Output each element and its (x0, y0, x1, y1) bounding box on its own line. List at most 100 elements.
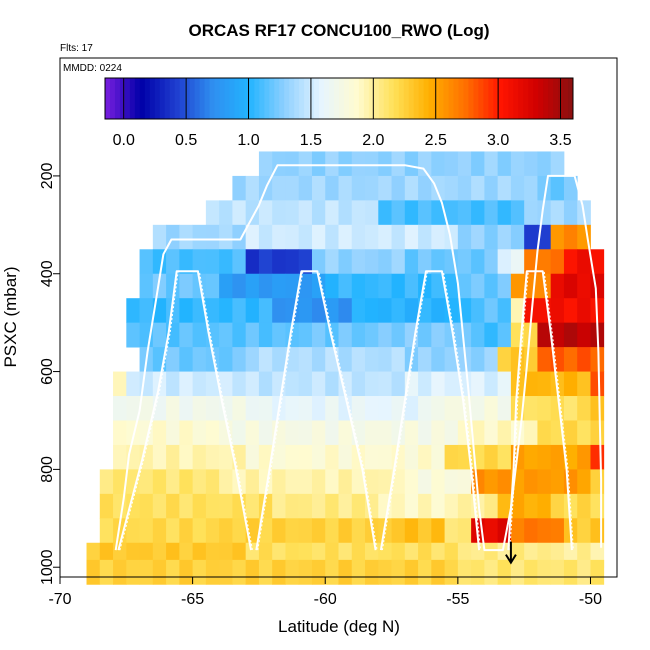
colorbar-swatch (363, 78, 370, 119)
heatmap-cell (245, 371, 260, 397)
heatmap-cell (563, 347, 578, 372)
heatmap-cell (444, 371, 459, 397)
heatmap-cell (245, 347, 260, 372)
heatmap-cell (351, 224, 366, 250)
heatmap-cell (245, 559, 260, 585)
heatmap-cell (590, 444, 605, 470)
heatmap-cell (577, 559, 591, 585)
heatmap-cell (258, 298, 273, 324)
heatmap-cell (311, 559, 326, 585)
colorbar-swatch (229, 78, 235, 119)
heatmap-cell (351, 493, 366, 519)
colorbar-swatch (453, 78, 459, 119)
heatmap-cell (577, 444, 591, 470)
heatmap-cell (311, 151, 326, 177)
x-tick-label: -60 (314, 591, 337, 608)
heatmap-cell (219, 322, 233, 348)
heatmap-cell (590, 559, 605, 585)
heatmap-cell (378, 175, 392, 201)
heatmap-cell (537, 493, 552, 519)
colorbar-swatch (433, 78, 440, 119)
colorbar-swatch (194, 78, 201, 119)
heatmap-cell (219, 298, 233, 324)
heatmap-cell (537, 371, 552, 397)
heatmap-cell (126, 559, 140, 585)
heatmap-cell (166, 396, 180, 421)
heatmap-cell (311, 322, 326, 348)
heatmap-cell (285, 224, 300, 250)
heatmap-cell (484, 396, 499, 421)
colorbar-swatch (224, 78, 230, 119)
heatmap-cell (245, 224, 260, 250)
heatmap-cell (325, 559, 339, 585)
heatmap-cell (418, 200, 432, 226)
heatmap-cell (258, 151, 273, 177)
heatmap-cell (510, 298, 525, 324)
heatmap-cell (497, 371, 512, 397)
heatmap-cell (444, 493, 459, 519)
colorbar-swatch (403, 78, 410, 119)
heatmap-cell (550, 151, 565, 177)
heatmap-cell (232, 559, 247, 585)
heatmap-cell (404, 200, 419, 226)
heatmap-cell (311, 200, 326, 226)
heatmap-cell (497, 298, 512, 324)
heatmap-cell (537, 347, 552, 372)
colorbar-swatch (548, 78, 554, 119)
colorbar-swatch (294, 78, 300, 119)
heatmap-cell (577, 322, 591, 348)
heatmap-cell (457, 151, 472, 177)
heatmap-cell (205, 559, 220, 585)
heatmap-cell (365, 200, 379, 226)
heatmap-cell (444, 420, 459, 446)
heatmap-cell (404, 420, 419, 446)
colorbar-swatch (563, 78, 569, 119)
heatmap-cell (311, 371, 326, 397)
heatmap-cell (378, 273, 392, 299)
heatmap-cell (471, 396, 485, 421)
heatmap-cell (311, 347, 326, 372)
heatmap-cell (152, 420, 167, 446)
heatmap-cell (311, 298, 326, 324)
colorbar-swatch (378, 78, 385, 119)
colorbar-tick-label: 0.5 (175, 132, 197, 149)
heatmap-cell (550, 175, 565, 201)
heatmap-cell (497, 151, 512, 177)
heatmap-cell (325, 175, 339, 201)
heatmap-cell (378, 396, 392, 421)
heatmap-cell (205, 493, 220, 519)
heatmap-cell (484, 518, 499, 544)
heatmap-cell (245, 469, 260, 495)
colorbar-swatch (438, 78, 445, 119)
colorbar-swatch (373, 78, 380, 119)
colorbar-swatch (149, 78, 156, 119)
colorbar-swatch (124, 78, 131, 119)
x-tick-label: -65 (181, 591, 204, 608)
heatmap-cell (550, 559, 565, 585)
y-tick-label: 400 (39, 260, 56, 287)
heatmap-cell (126, 322, 140, 348)
heatmap-cell (550, 518, 565, 544)
heatmap-cell (577, 469, 591, 495)
heatmap-cell (378, 444, 392, 470)
heatmap-cell (139, 249, 154, 275)
heatmap-cell (365, 322, 379, 348)
heatmap-cell (351, 322, 366, 348)
heatmap-cell (219, 224, 233, 250)
heatmap-cell (311, 518, 326, 544)
heatmap-cell (179, 371, 194, 397)
heatmap-cell (590, 273, 605, 299)
colorbar-swatch (259, 78, 265, 119)
heatmap-cell (205, 273, 220, 299)
heatmap-cell (351, 249, 366, 275)
heatmap-cell (577, 493, 591, 519)
heatmap-cell (577, 420, 591, 446)
heatmap-cell (139, 298, 154, 324)
heatmap-cell (152, 224, 167, 250)
colorbar-swatch (468, 78, 474, 119)
heatmap-cell (510, 151, 525, 177)
heatmap-cell (471, 224, 485, 250)
heatmap-cell (404, 175, 419, 201)
heatmap-cell (179, 444, 194, 470)
heatmap-cell (298, 559, 313, 585)
